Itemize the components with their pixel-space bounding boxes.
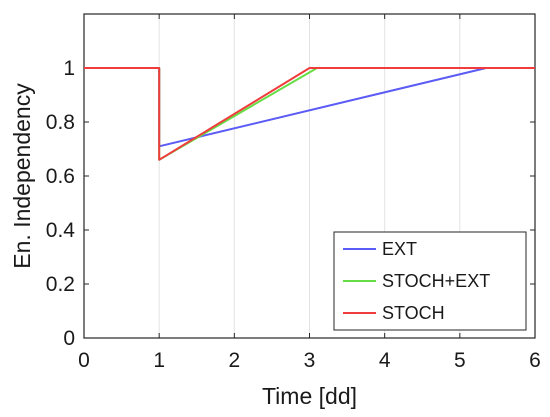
x-tick-label: 6: [529, 349, 541, 372]
x-tick-label: 4: [379, 349, 391, 372]
x-tick-label: 5: [454, 349, 466, 372]
x-tick-label: 1: [153, 349, 165, 372]
x-tick-label: 0: [78, 349, 90, 372]
y-axis-label: En. Independency: [9, 83, 35, 269]
legend-label: STOCH: [382, 303, 445, 323]
y-tick-label: 0.2: [46, 273, 75, 296]
tick-labels: 0 1 2 3 4 5 6 0 0.2 0.4 0.6 0.8 1: [46, 57, 541, 372]
x-tick-label: 3: [304, 349, 316, 372]
series-line-stoch: [84, 67, 535, 161]
legend-label: STOCH+EXT: [382, 271, 490, 291]
y-tick-label: 0.6: [46, 165, 75, 188]
y-tick-label: 0.4: [46, 219, 76, 242]
y-tick-label: 1: [63, 57, 75, 80]
y-tick-label: 0: [63, 327, 75, 350]
series-lines: [84, 67, 535, 161]
legend: EXT STOCH+EXT STOCH: [333, 231, 527, 331]
x-axis-label: Time [dd]: [262, 383, 357, 409]
x-tick-label: 2: [228, 349, 240, 372]
y-tick-label: 0.8: [46, 111, 75, 134]
legend-label: EXT: [382, 239, 417, 259]
